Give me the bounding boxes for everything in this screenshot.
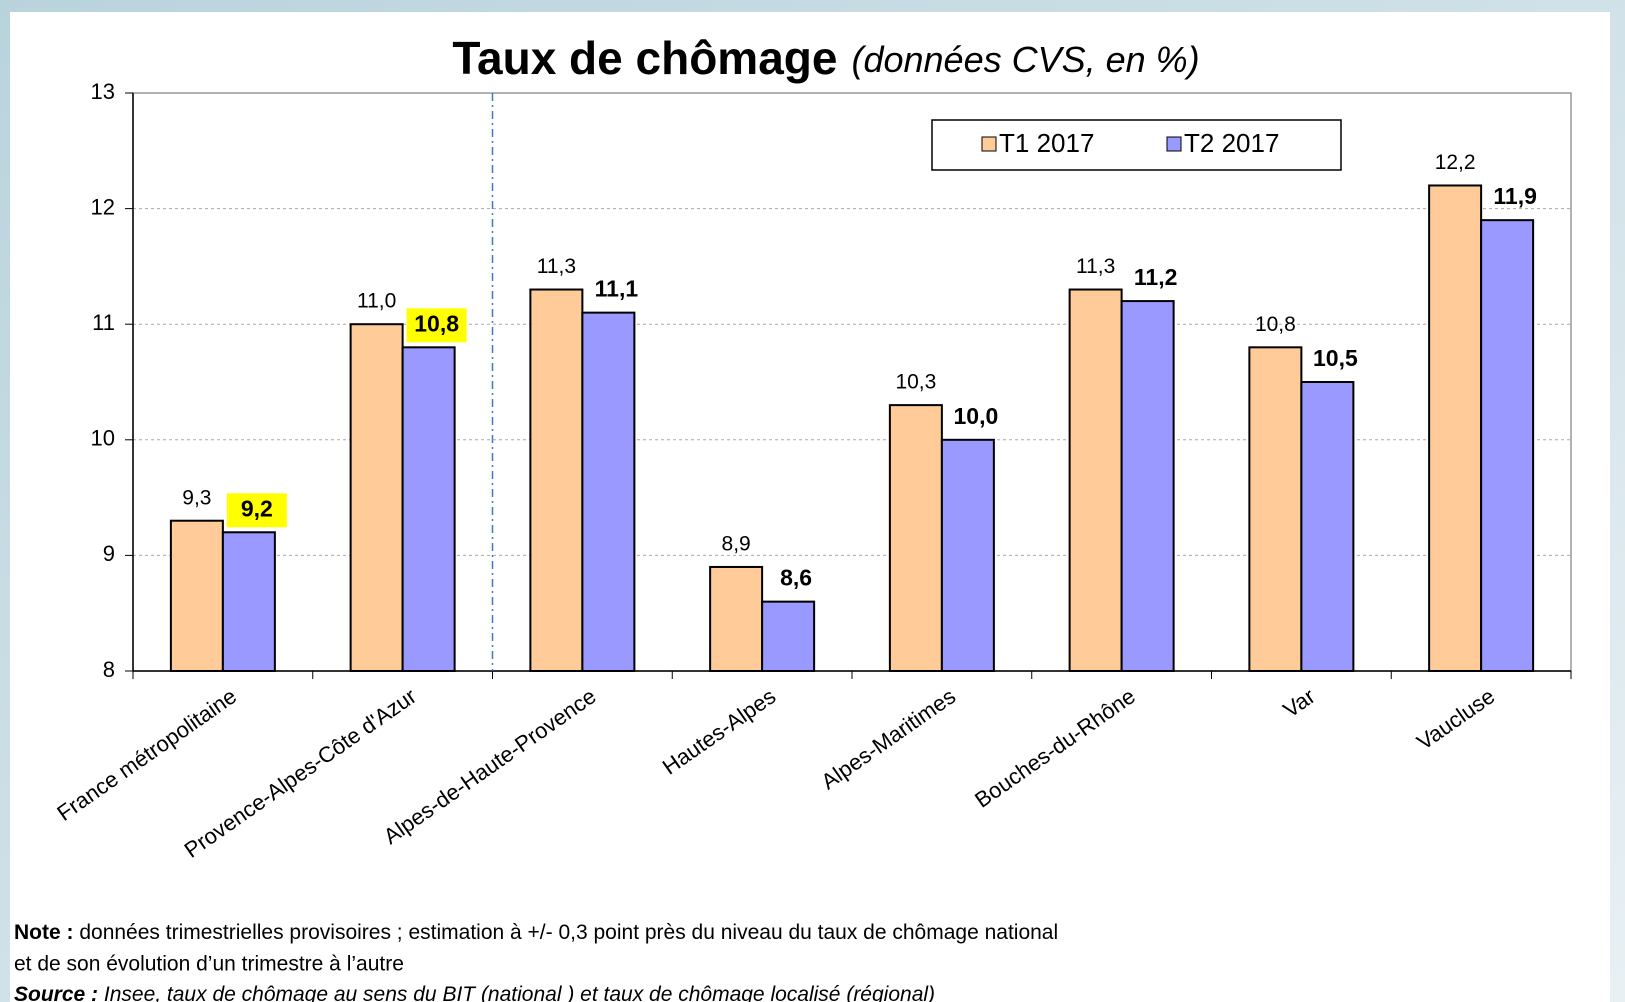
value-label: 8,9 bbox=[722, 533, 751, 556]
value-label: 10,0 bbox=[953, 403, 998, 429]
bar bbox=[709, 565, 764, 673]
value-label: 11,0 bbox=[357, 290, 396, 313]
value-label: 12,2 bbox=[1435, 151, 1476, 174]
value-label: 10,5 bbox=[1313, 345, 1358, 371]
note-text: données trimestrielles provisoires ; est… bbox=[79, 921, 1058, 944]
bar bbox=[401, 346, 456, 672]
chart-title: Taux de chômage (données CVS, en %) bbox=[452, 32, 1199, 84]
label-highlight bbox=[226, 493, 287, 528]
bar bbox=[761, 600, 816, 673]
bar bbox=[940, 438, 995, 672]
plot-area bbox=[132, 92, 1572, 672]
value-label: 10,8 bbox=[414, 310, 459, 336]
value-label: 10,8 bbox=[1255, 313, 1296, 336]
legend-label: T2 2017 bbox=[1184, 128, 1279, 158]
legend-swatch bbox=[1166, 136, 1182, 152]
value-label: 8,6 bbox=[780, 565, 812, 591]
y-tick-label: 12 bbox=[91, 194, 115, 219]
bar bbox=[888, 404, 943, 672]
value-label: 11,3 bbox=[1076, 255, 1115, 278]
source-label: Source : bbox=[14, 983, 98, 1002]
bar bbox=[169, 519, 224, 672]
bar bbox=[1300, 381, 1355, 672]
y-tick-label: 13 bbox=[91, 79, 115, 104]
value-label: 11,3 bbox=[537, 255, 576, 278]
bar bbox=[581, 311, 636, 672]
bar bbox=[1248, 346, 1303, 672]
bar bbox=[1120, 300, 1175, 672]
note-label: Note : bbox=[14, 921, 74, 944]
legend-swatch bbox=[981, 136, 997, 152]
bar bbox=[221, 531, 276, 673]
value-label: 11,9 bbox=[1493, 183, 1537, 209]
bar bbox=[1068, 288, 1123, 672]
y-tick-label: 9 bbox=[103, 541, 115, 566]
value-label: 9,3 bbox=[182, 486, 211, 509]
value-label: 11,1 bbox=[595, 276, 639, 302]
value-label: 9,2 bbox=[241, 495, 273, 521]
y-tick-label: 10 bbox=[91, 426, 115, 451]
note-line: et de son évolution d’un trimestre à l’a… bbox=[14, 953, 404, 976]
value-label: 10,3 bbox=[895, 371, 936, 394]
subtitle: (données CVS, en %) bbox=[851, 39, 1199, 80]
y-tick-label: 11 bbox=[92, 310, 115, 335]
legend-box bbox=[931, 119, 1342, 171]
title: Taux de chômage bbox=[452, 32, 837, 84]
value-label: 11,2 bbox=[1134, 264, 1178, 290]
note: Note : données trimestrielles provisoire… bbox=[14, 921, 1058, 944]
label-highlight bbox=[406, 308, 467, 343]
source: Source : Insee, taux de chômage au sens … bbox=[14, 983, 935, 1002]
bar bbox=[529, 288, 584, 672]
y-tick-label: 8 bbox=[103, 657, 115, 682]
bar bbox=[1428, 184, 1483, 672]
bar bbox=[1480, 219, 1535, 672]
source-text: Insee, taux de chômage au sens du BIT (n… bbox=[104, 983, 935, 1002]
bar bbox=[349, 323, 404, 672]
legend-label: T1 2017 bbox=[999, 128, 1094, 158]
